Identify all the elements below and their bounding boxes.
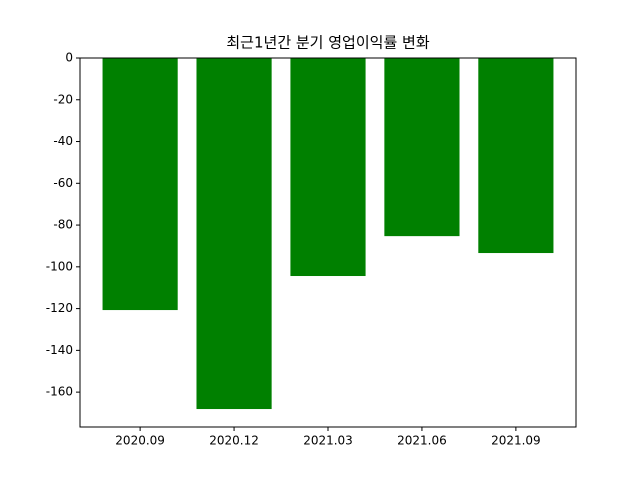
y-tick-label: -80: [53, 218, 73, 232]
y-tick-label: -40: [53, 134, 73, 148]
x-tick-label: 2021.06: [397, 434, 447, 448]
bar: [102, 58, 178, 311]
chart-title: 최근1년간 분기 영업이익률 변화: [226, 34, 429, 52]
bar: [290, 58, 366, 277]
x-tick-label: 2020.09: [115, 434, 165, 448]
y-tick-label: -160: [46, 385, 73, 399]
x-tick-label: 2021.03: [303, 434, 353, 448]
bar: [478, 58, 554, 254]
y-tick-label: -140: [46, 343, 73, 357]
bar: [196, 58, 272, 410]
y-tick-label: -20: [53, 92, 73, 106]
y-tick-label: -100: [46, 259, 73, 273]
plot-frame: [79, 57, 577, 428]
x-tick-label: 2021.09: [491, 434, 541, 448]
x-tick-label: 2020.12: [209, 434, 259, 448]
bar: [384, 58, 460, 237]
y-tick-label: -60: [53, 176, 73, 190]
y-tick-label: 0: [65, 51, 73, 65]
y-tick-label: -120: [46, 301, 73, 315]
